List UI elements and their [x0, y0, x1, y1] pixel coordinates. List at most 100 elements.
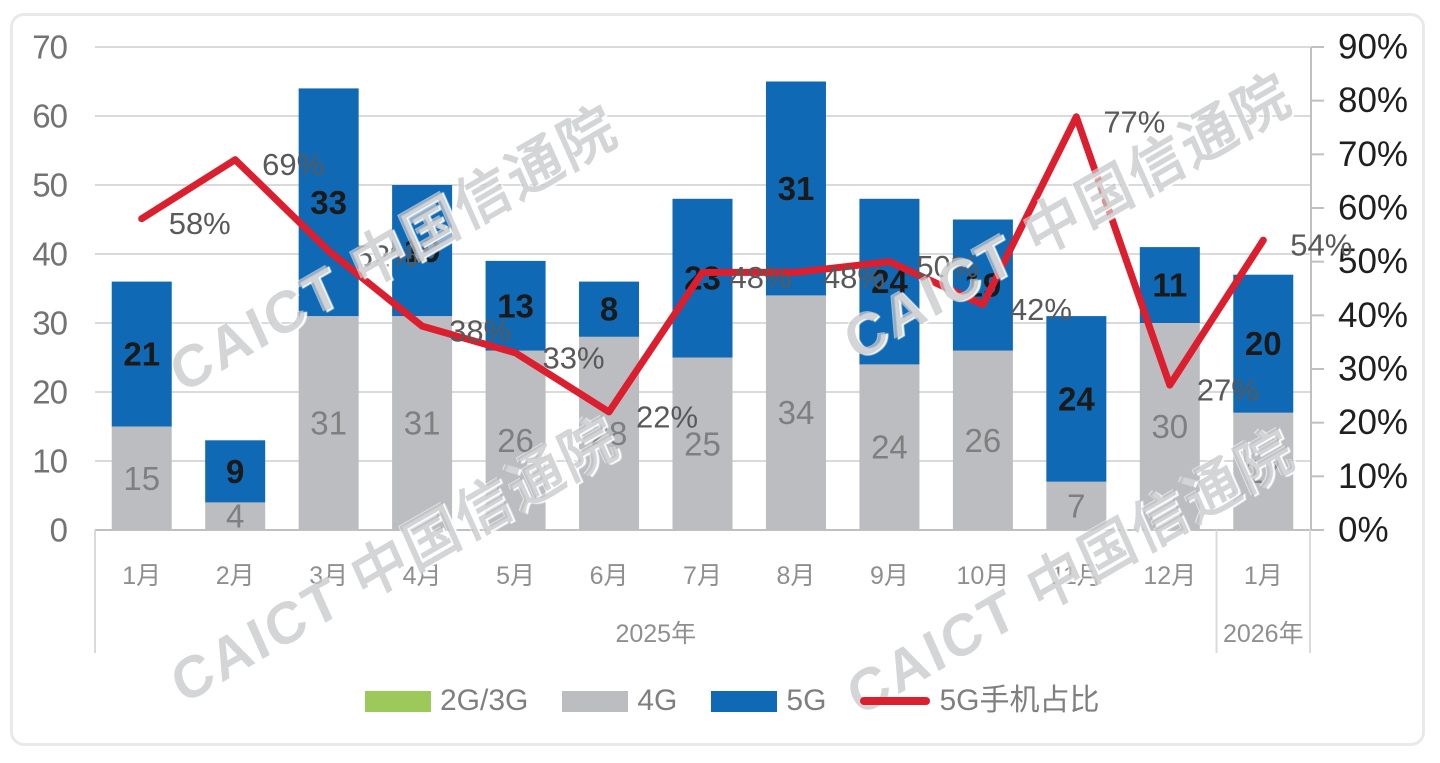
- legend-label: 2G/3G: [440, 684, 529, 717]
- bar-5G-4月: [392, 185, 453, 317]
- bar-label-5G-2月: 9: [226, 453, 244, 490]
- bar-4G-2月: [205, 502, 266, 530]
- left-axis-label: 70: [32, 29, 67, 66]
- bar-label-5G-1月: 21: [123, 336, 160, 373]
- x-axis-label-1月: 1月: [1244, 562, 1283, 590]
- bar-label-4G-1月: 15: [123, 460, 160, 497]
- legend-item-5G手机占比: 5G手机占比: [860, 686, 1099, 716]
- bar-label-4G-12月: 30: [1151, 408, 1188, 445]
- bar-label-4G-2月: 4: [226, 498, 244, 535]
- x-axis-label-8月: 8月: [777, 562, 816, 590]
- year-label-2025年: 2025年: [615, 620, 696, 648]
- right-axis-label: 0%: [1338, 511, 1389, 550]
- bar-4G-6月: [579, 336, 640, 530]
- line-point-label-7月: 48%: [729, 260, 791, 295]
- bar-5G-6月: [579, 281, 640, 337]
- right-axis-label: 10%: [1338, 457, 1408, 496]
- bar-5G-11月: [1046, 316, 1107, 482]
- bar-label-5G-11月: 24: [1058, 380, 1095, 417]
- bar-label-5G-3月: 33: [310, 184, 347, 221]
- line-point-label-3月: 52%: [356, 238, 418, 273]
- bar-5G-1月: [1233, 274, 1294, 413]
- bar-label-5G-5月: 13: [497, 287, 534, 324]
- right-axis-label: 40%: [1338, 296, 1408, 335]
- legend-label: 4G: [637, 684, 678, 717]
- line-5G手机占比: [138, 113, 1267, 416]
- line-point-label-11月: 77%: [1103, 104, 1165, 139]
- legend-label: 5G手机占比: [939, 684, 1100, 717]
- bar-label-5G-4月: 19: [404, 232, 441, 269]
- x-axis-label-6月: 6月: [590, 562, 629, 590]
- line-point-label-1月: 58%: [169, 206, 231, 241]
- left-axis-label: 60: [32, 98, 67, 135]
- x-axis-label-3月: 3月: [309, 562, 348, 590]
- bar-label-4G-6月: 28: [591, 415, 628, 452]
- left-axis-label: 0: [50, 512, 68, 549]
- line-point-label-12月: 27%: [1197, 373, 1259, 408]
- bar-label-4G-10月: 26: [965, 422, 1002, 459]
- legend-item-2G/3G: 2G/3G: [365, 686, 528, 716]
- bar-4G-4月: [392, 316, 453, 530]
- right-axis-label: 20%: [1338, 403, 1408, 442]
- bar-label-4G-3月: 31: [310, 405, 347, 442]
- line-point-label-4月: 38%: [449, 314, 511, 349]
- right-axis-label: 70%: [1338, 135, 1408, 174]
- x-axis-label-12月: 12月: [1143, 562, 1196, 590]
- legend-swatch-4G: [562, 690, 629, 712]
- line-point-label-5月: 33%: [543, 340, 605, 375]
- right-axis-label: 60%: [1338, 189, 1408, 228]
- line-point-label-1月: 54%: [1290, 228, 1352, 263]
- x-axis-label-1月: 1月: [122, 562, 161, 590]
- bar-5G-8月: [765, 81, 826, 296]
- bar-4G-10月: [952, 350, 1013, 530]
- bar-label-5G-1月: 20: [1245, 325, 1282, 362]
- bar-4G-1月: [111, 426, 172, 530]
- bar-4G-8月: [765, 295, 826, 530]
- left-axis-label: 50: [32, 167, 67, 204]
- x-axis-label-4月: 4月: [403, 562, 442, 590]
- right-axis-label: 50%: [1338, 242, 1408, 281]
- x-axis-label-9月: 9月: [870, 562, 909, 590]
- left-axis-label: 30: [32, 305, 67, 342]
- line-point-label-10月: 42%: [1010, 292, 1072, 327]
- bar-label-5G-6月: 8: [600, 291, 618, 328]
- bar-label-4G-1月: 17: [1245, 453, 1282, 490]
- bar-label-4G-11月: 7: [1067, 487, 1085, 524]
- chart-legend: 2G/3G 4G 5G 5G手机占比: [365, 686, 1099, 716]
- x-axis-label-2月: 2月: [216, 562, 255, 590]
- bar-4G-9月: [859, 364, 920, 530]
- bar-5G-1月: [111, 281, 172, 427]
- x-axis-label-7月: 7月: [683, 562, 722, 590]
- right-axis-label: 30%: [1338, 350, 1408, 389]
- left-axis-label: 40: [32, 236, 67, 273]
- right-axis-label: 80%: [1338, 81, 1408, 120]
- bar-5G-3月: [298, 88, 359, 317]
- legend-swatch-5G: [711, 690, 778, 712]
- line-point-label-2月: 69%: [262, 147, 324, 182]
- legend-item-5G: 5G: [711, 686, 826, 716]
- bar-5G-12月: [1139, 247, 1200, 323]
- legend-item-4G: 4G: [562, 686, 677, 716]
- legend-label: 5G: [786, 684, 827, 717]
- right-axis-label: 90%: [1338, 28, 1408, 67]
- x-axis-label-10月: 10月: [956, 562, 1009, 590]
- legend-swatch-5G手机占比: [860, 697, 931, 705]
- left-axis-label: 20: [32, 374, 67, 411]
- x-axis-label-11月: 11月: [1051, 562, 1102, 590]
- bar-4G-3月: [298, 316, 359, 530]
- bar-label-4G-5月: 26: [497, 422, 534, 459]
- bar-label-5G-12月: 11: [1152, 267, 1187, 304]
- bar-5G-10月: [952, 219, 1013, 351]
- bar-5G-9月: [859, 198, 920, 365]
- line-point-label-6月: 22%: [636, 399, 698, 434]
- bar-5G-5月: [485, 260, 546, 351]
- x-axis-label-5月: 5月: [496, 562, 535, 590]
- line-point-label-8月: 48%: [823, 260, 885, 295]
- bar-label-4G-4月: 31: [404, 405, 441, 442]
- line-point-label-9月: 50%: [916, 249, 978, 284]
- bar-label-5G-8月: 31: [778, 170, 815, 207]
- bar-4G-1月: [1233, 412, 1294, 530]
- legend-swatch-2G/3G: [365, 690, 431, 712]
- bar-label-4G-8月: 34: [778, 394, 815, 431]
